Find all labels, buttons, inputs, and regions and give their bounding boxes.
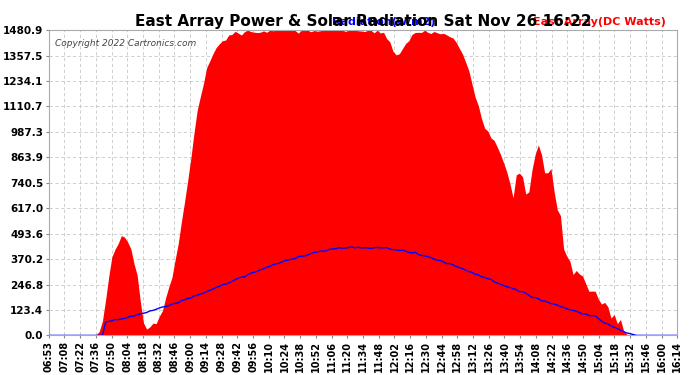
Text: Copyright 2022 Cartronics.com: Copyright 2022 Cartronics.com: [55, 39, 196, 48]
Title: East Array Power & Solar Radiation Sat Nov 26 16:22: East Array Power & Solar Radiation Sat N…: [135, 14, 591, 29]
Text: East Array(DC Watts): East Array(DC Watts): [533, 17, 666, 27]
Text: Radiation(w/m2): Radiation(w/m2): [332, 17, 435, 27]
